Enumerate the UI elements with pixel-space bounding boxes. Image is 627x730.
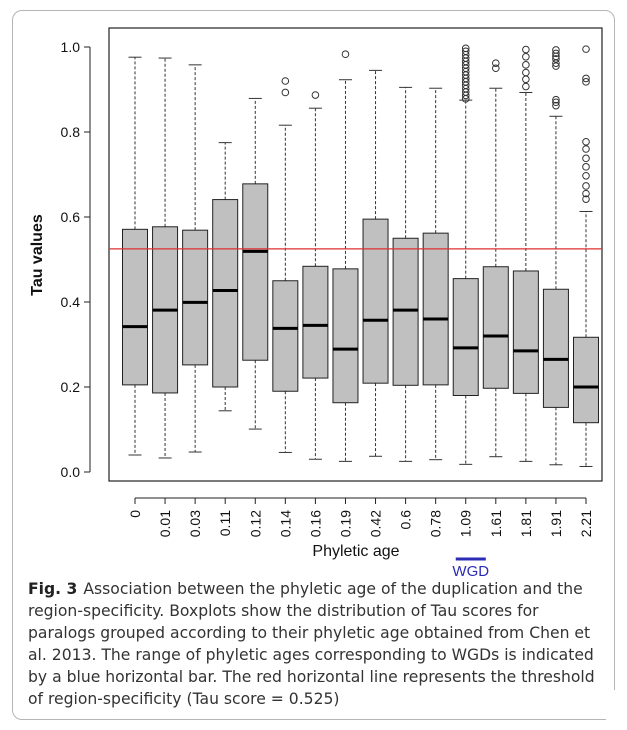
y-axis: 0.0 0.2 0.4 0.6 0.8 1.0 xyxy=(61,39,91,480)
box-iqr xyxy=(512,270,539,394)
outlier-point xyxy=(522,82,530,91)
outlier-point xyxy=(492,59,500,67)
x-tick-label: 0 xyxy=(127,510,143,518)
x-tick-label: 1.61 xyxy=(488,510,504,537)
caption-text: Association between the phyletic age of … xyxy=(28,580,595,708)
outlier-point xyxy=(582,189,590,198)
x-tick-label: 1.09 xyxy=(458,510,474,537)
outlier-point xyxy=(582,195,590,203)
outlier-point xyxy=(582,45,590,53)
outlier-point xyxy=(522,61,530,69)
y-tick-label: 1.0 xyxy=(61,39,81,55)
box-iqr xyxy=(542,288,569,408)
outlier-point xyxy=(582,74,590,83)
outlier-point xyxy=(582,78,590,86)
x-tick-label: 2.21 xyxy=(578,510,594,537)
box-iqr xyxy=(362,218,389,384)
x-axis: 0 0.01 0.03 0.11 0.12 0.14 0.16 0.19 0.42 0.6 0.78… xyxy=(127,497,594,537)
frame-gap xyxy=(606,690,620,726)
x-tick-label: 1.91 xyxy=(548,510,564,537)
box-iqr xyxy=(452,278,479,396)
x-tick-label: 0.11 xyxy=(217,510,233,536)
y-tick-label: 0.8 xyxy=(61,124,81,140)
outlier-point xyxy=(552,62,560,70)
outlier-point xyxy=(341,50,350,59)
outlier-point xyxy=(582,171,590,180)
boxplot-chart: 0.0 0.2 0.4 0.6 0.8 1.0 0 0.01 0.03 0.11 0.12 0.14… xyxy=(29,27,603,578)
outlier-point xyxy=(552,98,560,107)
outlier-point xyxy=(311,91,320,99)
x-tick-label: 0.16 xyxy=(307,510,323,537)
box-iqr xyxy=(422,232,449,386)
box-iqr xyxy=(332,268,359,404)
outlier-point xyxy=(522,52,530,61)
figure-caption: Fig. 3 Association between the phyletic a… xyxy=(28,578,608,710)
outlier-point xyxy=(552,101,560,110)
boxplot-series xyxy=(122,44,599,467)
y-axis-title: Tau values xyxy=(29,214,46,296)
x-tick-label: 0.19 xyxy=(337,510,353,537)
x-tick-label: 0.03 xyxy=(187,510,203,537)
plot-area-frame xyxy=(108,27,603,482)
y-tick-label: 0.2 xyxy=(61,379,81,395)
box-iqr xyxy=(302,265,329,379)
outlier-point xyxy=(552,55,560,63)
box-iqr xyxy=(242,183,269,361)
y-tick-label: 0.4 xyxy=(61,294,81,310)
wgd-label: WGD xyxy=(452,563,489,578)
outlier-point xyxy=(582,163,590,171)
y-tick-label: 0.6 xyxy=(61,209,81,225)
box-iqr xyxy=(573,336,599,424)
y-tick-label: 0.0 xyxy=(61,464,81,480)
outlier-point xyxy=(552,46,560,54)
outlier-point xyxy=(281,77,290,85)
figure-frame xyxy=(12,10,615,720)
figure-label: Fig. 3 xyxy=(28,580,78,598)
x-axis-title: Phyletic age xyxy=(312,543,399,560)
x-tick-label: 0.14 xyxy=(277,510,293,537)
outlier-point xyxy=(281,88,290,97)
outlier-point xyxy=(552,49,560,58)
box-iqr xyxy=(272,280,299,392)
x-tick-label: 0.42 xyxy=(368,510,384,537)
box-iqr xyxy=(122,228,148,386)
outlier-point xyxy=(582,137,590,146)
outlier-point xyxy=(522,68,530,77)
outlier-point xyxy=(582,182,590,190)
box-iqr xyxy=(482,266,509,389)
x-tick-label: 0.6 xyxy=(398,510,414,530)
outlier-point xyxy=(582,145,590,153)
x-tick-label: 0.01 xyxy=(157,510,173,537)
outlier-point xyxy=(522,45,530,54)
outlier-point xyxy=(461,47,470,56)
box-iqr xyxy=(182,229,209,366)
outlier-point xyxy=(582,154,590,163)
outlier-point xyxy=(552,95,560,104)
box-iqr xyxy=(392,237,419,386)
outlier-point xyxy=(461,44,470,53)
x-tick-label: 1.81 xyxy=(518,510,534,537)
box-iqr xyxy=(212,199,239,388)
x-tick-label: 0.12 xyxy=(247,510,263,537)
outlier-point xyxy=(492,64,500,73)
outlier-point xyxy=(522,75,530,84)
x-tick-label: 0.78 xyxy=(428,510,444,537)
